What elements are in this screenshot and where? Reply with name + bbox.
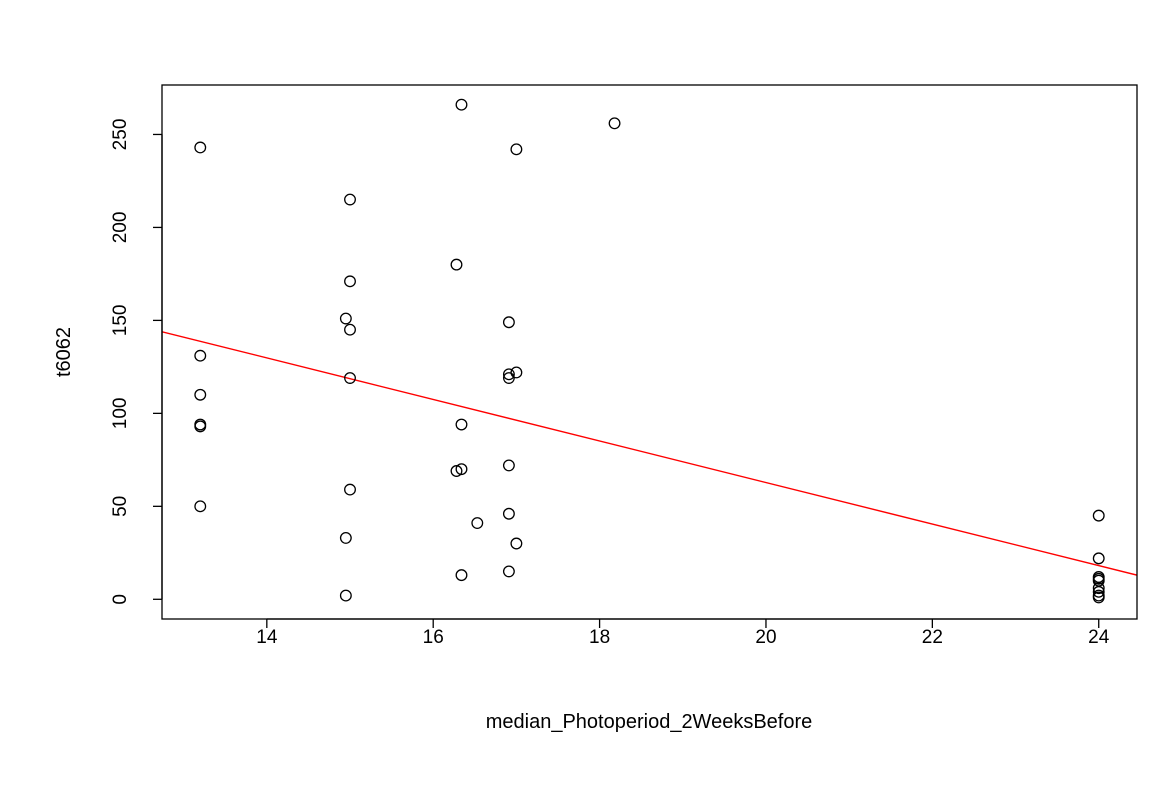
y-tick-label: 250 [110, 119, 131, 151]
y-axis-title: t6062 [53, 327, 75, 377]
data-point [510, 537, 523, 550]
data-point [194, 388, 207, 401]
x-tick-label: 22 [922, 627, 943, 648]
data-point [608, 117, 621, 130]
data-point [471, 517, 484, 530]
data-point [344, 193, 356, 206]
data-point [502, 316, 515, 329]
data-point [339, 589, 352, 602]
data-point [194, 500, 207, 513]
data-point [1092, 582, 1105, 595]
data-point [455, 463, 468, 476]
data-point [502, 368, 515, 381]
y-tick-label: 150 [110, 305, 131, 337]
x-axis: 14 16 18 20 22 24 [256, 618, 1110, 648]
x-tick-label: 24 [1088, 627, 1110, 648]
data-point [510, 143, 523, 156]
data-point [455, 569, 468, 582]
y-axis: 0 50 100 150 200 250 [110, 119, 163, 605]
x-tick-label: 16 [423, 627, 444, 648]
data-point [1092, 509, 1105, 522]
data-point [510, 366, 523, 379]
y-tick-label: 100 [110, 398, 131, 430]
data-point [1092, 585, 1105, 598]
data-point [339, 531, 352, 544]
data-point [502, 565, 515, 578]
regression-line [162, 331, 1137, 576]
data-point [502, 507, 515, 520]
data-point [502, 459, 515, 472]
plot-area [162, 98, 1137, 604]
data-point [502, 372, 515, 384]
x-tick-label: 14 [256, 627, 278, 648]
x-tick-label: 20 [755, 627, 776, 648]
data-point [344, 275, 356, 288]
data-point [194, 141, 207, 154]
data-point [450, 258, 463, 271]
x-axis-title: median_Photoperiod_2WeeksBefore [486, 711, 813, 733]
x-tick-label: 18 [589, 627, 610, 648]
data-point [344, 323, 356, 336]
y-tick-label: 200 [110, 212, 131, 244]
data-point [1092, 591, 1105, 604]
data-point [1092, 552, 1105, 565]
y-tick-label: 0 [110, 594, 131, 605]
data-point [339, 312, 352, 325]
data-point [194, 349, 207, 362]
data-point [455, 98, 468, 111]
data-point [455, 418, 468, 431]
data-point [450, 465, 463, 477]
y-tick-label: 50 [110, 496, 131, 517]
data-point [344, 483, 356, 496]
data-point [194, 420, 207, 433]
data-point [344, 372, 356, 384]
